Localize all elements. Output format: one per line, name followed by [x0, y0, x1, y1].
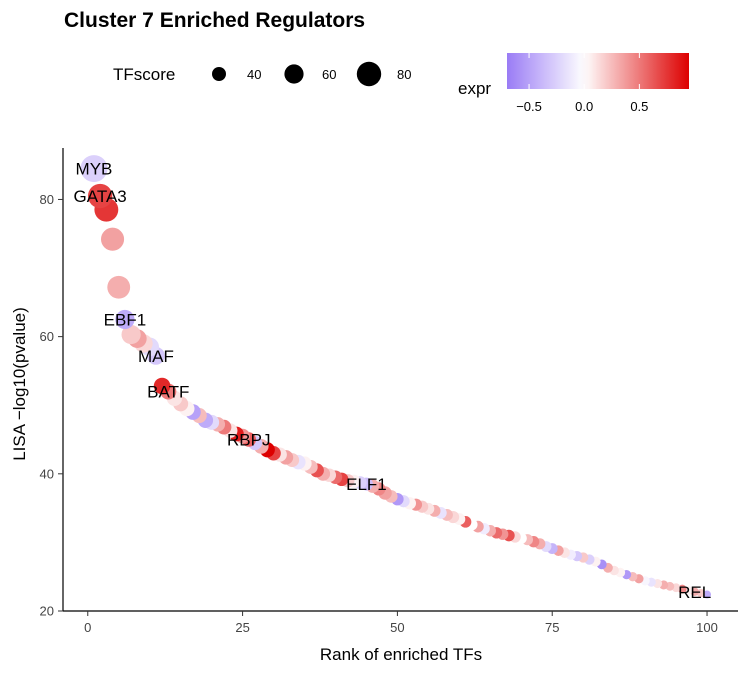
- x-tick-label: 100: [696, 620, 718, 635]
- chart-title: Cluster 7 Enriched Regulators: [64, 9, 365, 32]
- point-label: MYB: [76, 160, 113, 179]
- data-point: [121, 324, 141, 345]
- point-label: MAF: [138, 347, 174, 366]
- point-label: BATF: [147, 383, 189, 402]
- color-legend: expr −0.5 0.0 0.5: [458, 53, 689, 114]
- plot-points: [80, 155, 712, 599]
- x-tick-label: 75: [545, 620, 559, 635]
- size-legend-dot: [284, 64, 304, 84]
- y-tick-label: 80: [40, 192, 54, 207]
- colorbar-tick-label: 0.5: [630, 99, 648, 114]
- data-point: [115, 309, 135, 330]
- y-tick-label: 40: [40, 466, 54, 481]
- colorbar-tick-label: 0.0: [575, 99, 593, 114]
- point-label: REL: [678, 583, 711, 602]
- x-axis-title: Rank of enriched TFs: [320, 645, 482, 664]
- colorbar: [507, 53, 689, 89]
- data-point: [87, 183, 113, 209]
- size-legend-label: 40: [247, 67, 261, 82]
- x-tick-label: 50: [390, 620, 404, 635]
- y-tick-label: 60: [40, 329, 54, 344]
- size-legend-label: 80: [397, 67, 411, 82]
- size-legend-title: TFscore: [113, 65, 175, 84]
- colorbar-tick-label: −0.5: [516, 99, 542, 114]
- data-point: [153, 377, 171, 395]
- data-point: [100, 227, 125, 251]
- size-legend-dot: [212, 67, 226, 81]
- point-label: EBF1: [104, 310, 147, 329]
- size-legend: TFscore 40 60 80: [113, 61, 411, 87]
- size-legend-dot: [356, 61, 382, 87]
- axes: Rank of enriched TFs LISA −log10(pvalue)…: [10, 148, 738, 664]
- x-tick-label: 25: [235, 620, 249, 635]
- y-tick-label: 20: [40, 604, 54, 619]
- y-axis-title: LISA −log10(pvalue): [10, 307, 29, 461]
- point-label: RBPJ: [227, 431, 270, 450]
- data-point: [703, 590, 712, 599]
- data-point: [107, 275, 131, 299]
- color-legend-title: expr: [458, 79, 491, 98]
- plot-labels: MYB GATA3 EBF1 MAF BATF RBPJ ELF1 REL: [74, 160, 712, 602]
- point-label: ELF1: [346, 475, 387, 494]
- point-label: GATA3: [74, 187, 127, 206]
- size-legend-label: 60: [322, 67, 336, 82]
- x-tick-label: 0: [84, 620, 91, 635]
- data-point: [80, 155, 108, 183]
